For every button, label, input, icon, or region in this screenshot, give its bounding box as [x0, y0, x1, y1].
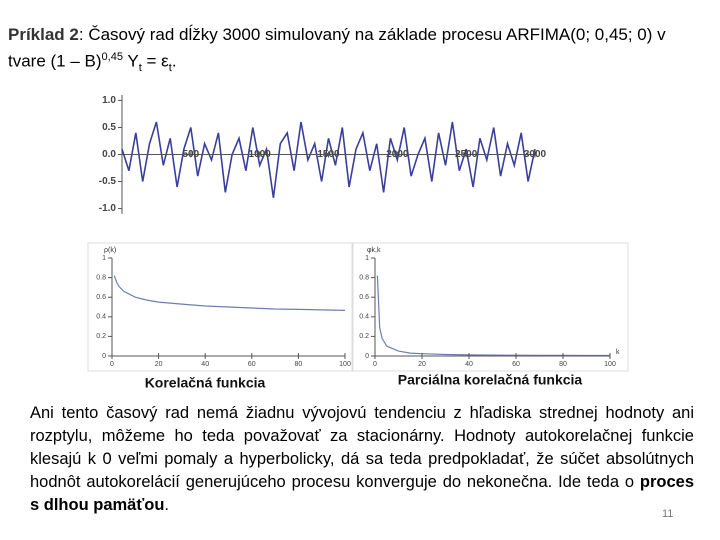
x-axis-label: k	[616, 349, 620, 356]
series-line	[113, 275, 346, 311]
y-tick-label: 0.6	[96, 294, 106, 301]
x-tick-label: 40	[201, 361, 209, 368]
slide-title: Príklad 2: Časový rad dĺžky 3000 simulov…	[8, 24, 708, 79]
x-tick-label: 60	[248, 361, 256, 368]
y-axis-label: φk,k	[367, 247, 381, 254]
x-tick-label: 0	[373, 361, 377, 368]
y-tick-label: 0	[102, 353, 106, 360]
y-tick-label: 0	[365, 353, 369, 360]
y-tick-label: 0.5	[102, 122, 116, 133]
emphasis: proces s dlhou pamäťou	[30, 473, 694, 514]
subscript: t	[168, 62, 172, 75]
y-axis-label: ρ(k)	[104, 247, 116, 254]
y-tick-label: 0.0	[102, 149, 116, 160]
y-tick-label: 1.0	[102, 95, 116, 106]
y-tick-label: 0.6	[359, 294, 369, 301]
x-tick-label: 20	[155, 361, 163, 368]
x-tick-label: 500	[182, 149, 199, 160]
chart-caption: Korelačná funkcia	[145, 375, 266, 391]
y-tick-label: 0.4	[359, 314, 369, 321]
x-tick-label: 2500	[455, 149, 478, 160]
x-tick-label: 3000	[524, 149, 547, 160]
x-tick-label: 20	[418, 361, 426, 368]
y-tick-label: 1	[102, 255, 106, 262]
y-tick-label: 0.8	[96, 274, 106, 281]
title-text: Y	[122, 51, 139, 71]
y-tick-label: -1.0	[99, 203, 117, 214]
title-text: = ε	[141, 51, 169, 71]
x-tick-label: 40	[465, 361, 473, 368]
y-tick-label: 0.8	[359, 274, 369, 281]
body-paragraph: Ani tento časový rad nemá žiadnu vývojov…	[30, 404, 694, 491]
x-tick-label: 2000	[386, 149, 409, 160]
series-line	[376, 275, 610, 357]
x-tick-label: 100	[339, 361, 351, 368]
exponent: 0,45	[101, 51, 123, 63]
body-text: Ani tento časový rad nemá žiadnu vývojov…	[30, 402, 694, 517]
y-tick-label: 0.4	[96, 314, 106, 321]
x-tick-label: 60	[512, 361, 520, 368]
body-end: .	[164, 496, 170, 514]
chart-caption: Parciálna korelačná funkcia	[398, 372, 583, 388]
x-tick-label: 0	[110, 361, 114, 368]
x-tick-label: 1500	[317, 149, 340, 160]
y-tick-label: -0.5	[99, 176, 117, 187]
x-tick-label: 80	[559, 361, 567, 368]
x-tick-label: 1000	[249, 149, 272, 160]
x-tick-label: 100	[604, 361, 616, 368]
y-tick-label: 1	[365, 255, 369, 262]
title-text: .	[171, 51, 177, 71]
subscript: t	[138, 62, 142, 75]
y-tick-label: 0.2	[96, 333, 106, 340]
example-label: Príklad 2	[8, 25, 79, 44]
series-line	[121, 121, 536, 198]
x-tick-label: 80	[295, 361, 303, 368]
page-number: 11	[662, 508, 674, 520]
y-tick-label: 0.2	[359, 333, 369, 340]
chart-frame	[352, 242, 629, 372]
title-text: : Časový rad dĺžky 3000 simulovaný na zá…	[8, 25, 666, 71]
